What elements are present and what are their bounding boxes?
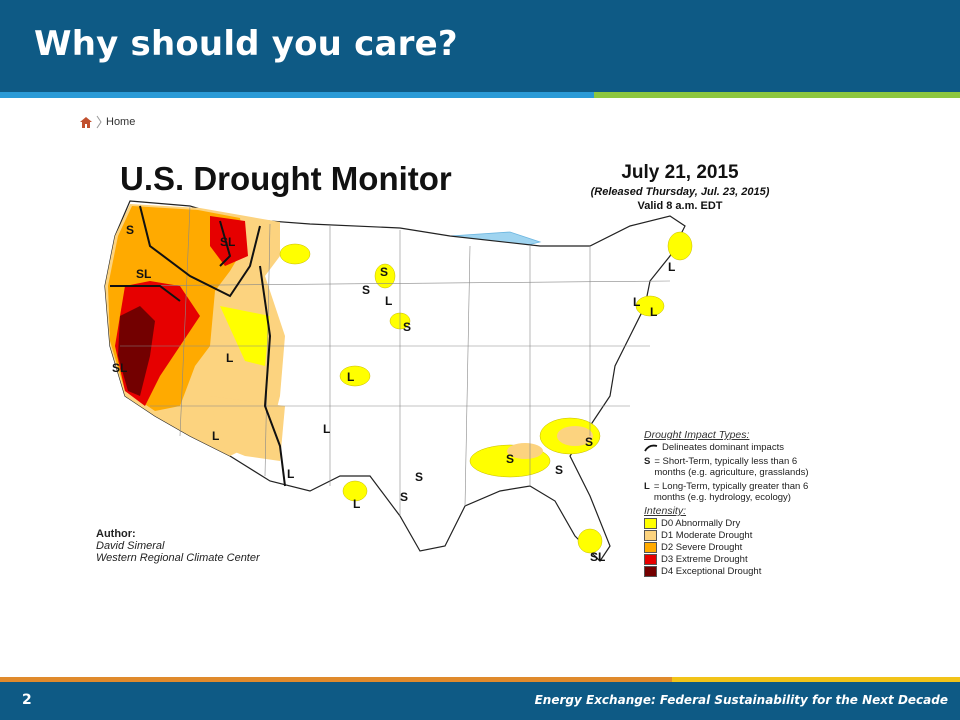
impact-label: L — [650, 305, 657, 319]
breadcrumb-home-link[interactable]: Home — [106, 116, 136, 128]
state-lines — [109, 205, 671, 516]
impact-label: S — [380, 265, 388, 279]
intensity-header: Intensity: — [644, 505, 687, 517]
slide-number: 2 — [22, 692, 32, 708]
impact-label: S — [362, 283, 370, 297]
map-valid: Valid 8 a.m. EDT — [637, 200, 723, 212]
intensity-level: D3 Extreme Drought — [644, 554, 814, 565]
impact-label: L — [287, 467, 294, 481]
slide-header: Why should you care? — [0, 0, 960, 92]
impact-label: S — [415, 470, 423, 484]
impact-types-header: Drought Impact Types: — [644, 429, 750, 441]
map-released: (Released Thursday, Jul. 23, 2015) — [590, 186, 770, 198]
impact-label: L — [633, 295, 640, 309]
intensity-label: D2 Severe Drought — [661, 542, 743, 553]
map-title: U.S. Drought Monitor — [120, 160, 452, 197]
intensity-level: D4 Exceptional Drought — [644, 566, 814, 577]
moderate-drought-spots — [507, 426, 593, 459]
author-name: David Simeral — [96, 540, 165, 552]
author-org: Western Regional Climate Center — [96, 552, 260, 564]
intensity-label: D0 Abnormally Dry — [661, 518, 741, 529]
footer-text: Energy Exchange: Federal Sustainability … — [534, 693, 948, 707]
impact-label: L — [353, 497, 360, 511]
intensity-label: D3 Extreme Drought — [661, 554, 748, 565]
impact-label: SL — [590, 550, 605, 564]
impact-label: S — [403, 320, 411, 334]
impact-label: S — [555, 463, 563, 477]
impact-label: SL — [136, 267, 151, 281]
breadcrumb[interactable]: Home — [80, 115, 135, 129]
impact-short-text: = Short-Term, typically less than 6 mont… — [654, 456, 809, 478]
impact-label: S — [126, 223, 134, 237]
header-stripe-blue — [0, 92, 594, 98]
map-legend: Drought Impact Types: Delineates dominan… — [644, 430, 814, 578]
map-author: Author: David Simeral Western Regional C… — [96, 528, 260, 564]
impact-line-icon — [644, 444, 658, 451]
impact-long-row: L = Long-Term, typically greater than 6 … — [644, 481, 814, 503]
impact-label: SL — [112, 361, 127, 375]
drought-map: S SL SL SL L L L L S S S L L S S L S S S… — [104, 200, 693, 564]
impact-label: L — [385, 294, 392, 308]
impact-label: S — [585, 435, 593, 449]
intensity-label: D4 Exceptional Drought — [661, 566, 762, 577]
slide-title: Why should you care? — [34, 24, 458, 64]
impact-label: S — [400, 490, 408, 504]
impact-label: L — [668, 260, 675, 274]
impact-label: L — [226, 351, 233, 365]
drought-regions — [105, 204, 285, 461]
intensity-label: D1 Moderate Drought — [661, 530, 753, 541]
impact-line-text: Delineates dominant impacts — [662, 442, 784, 453]
intensity-swatch — [644, 554, 657, 565]
impact-short-row: S = Short-Term, typically less than 6 mo… — [644, 456, 814, 478]
footer-stripe-orange — [0, 677, 672, 682]
chevron-right-icon — [96, 115, 102, 129]
region-d4-california — [118, 306, 155, 396]
impact-label: L — [347, 370, 354, 384]
intensity-level: D1 Moderate Drought — [644, 530, 814, 541]
intensity-swatch — [644, 566, 657, 577]
impact-long-key: L — [644, 481, 650, 492]
region-d0-west-edge — [220, 306, 270, 366]
intensity-level: D2 Severe Drought — [644, 542, 814, 553]
impact-label: L — [212, 429, 219, 443]
impact-labels: S SL SL SL L L L L S S S L L S S L S S S… — [112, 223, 675, 564]
impact-line-row: Delineates dominant impacts — [644, 442, 814, 453]
impact-label: L — [323, 422, 330, 436]
intensity-swatch — [644, 518, 657, 529]
map-date: July 21, 2015 — [621, 162, 739, 183]
intensity-level: D0 Abnormally Dry — [644, 518, 814, 529]
impact-boundaries — [110, 205, 286, 487]
home-icon[interactable] — [80, 116, 92, 128]
region-d3-north — [210, 216, 248, 266]
impact-long-text: = Long-Term, typically greater than 6 mo… — [653, 481, 809, 503]
footer-stripe-yellow — [672, 677, 960, 682]
slide-footer: 2 Energy Exchange: Federal Sustainabilit… — [0, 682, 960, 720]
impact-short-key: S — [644, 456, 651, 467]
impact-label: SL — [220, 235, 235, 249]
map-date-block: July 21, 2015 (Released Thursday, Jul. 2… — [580, 162, 780, 212]
header-stripe-green — [594, 92, 960, 98]
author-label: Author: — [96, 528, 136, 540]
intensity-swatch — [644, 542, 657, 553]
intensity-swatch — [644, 530, 657, 541]
impact-label: S — [506, 452, 514, 466]
